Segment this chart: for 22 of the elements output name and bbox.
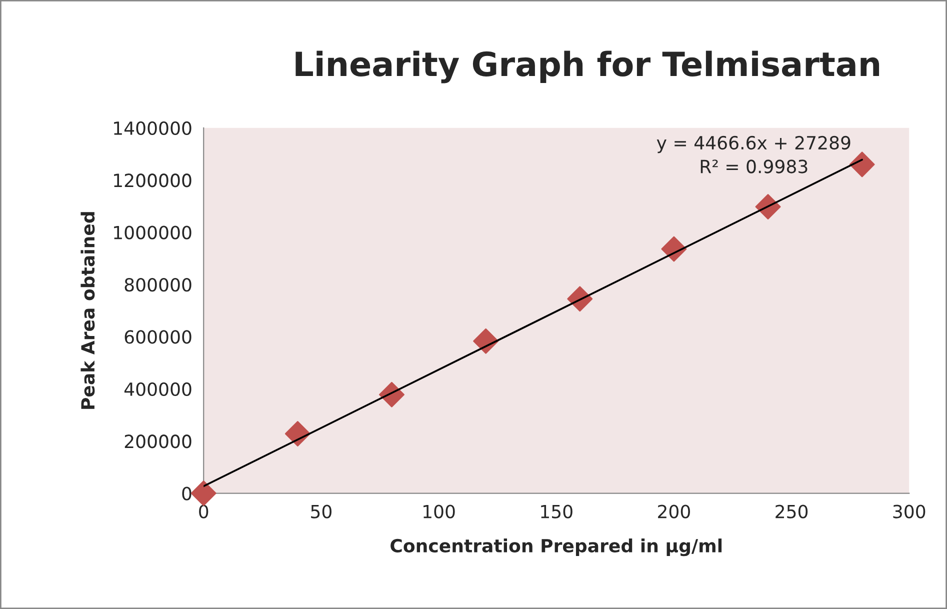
x-tick-label: 150 <box>541 504 572 518</box>
x-tick-label: 300 <box>893 504 926 518</box>
x-tick-label: 250 <box>776 504 808 518</box>
x-tick-label: 0 <box>199 504 208 518</box>
point <box>849 152 875 178</box>
y-tick-label: 1000000 <box>114 226 192 240</box>
chart-title: Linearity Graph for Telmisartan <box>296 50 880 84</box>
y-tick-label: 400000 <box>124 382 192 396</box>
y-tick-label: 800000 <box>124 278 192 292</box>
point <box>190 480 216 506</box>
x-tick-label: 50 <box>311 504 332 518</box>
y-tick-label: 200000 <box>124 434 192 448</box>
annotation: y = 4466.6x + 27289 <box>656 136 850 154</box>
x-tick-label: 100 <box>424 504 455 518</box>
y-tick-label: 0 <box>182 486 192 500</box>
x-tick-label: 200 <box>658 504 690 518</box>
y-tick-label: 1200000 <box>114 174 192 188</box>
y-tick-label: 1400000 <box>114 121 192 136</box>
y-tick-label: 600000 <box>124 330 192 344</box>
annotation: R² = 0.9983 <box>700 160 808 174</box>
x-axis-title: Concentration Prepared in µg/ml <box>390 538 722 556</box>
y-axis-title: Peak Area obtained <box>80 212 95 409</box>
